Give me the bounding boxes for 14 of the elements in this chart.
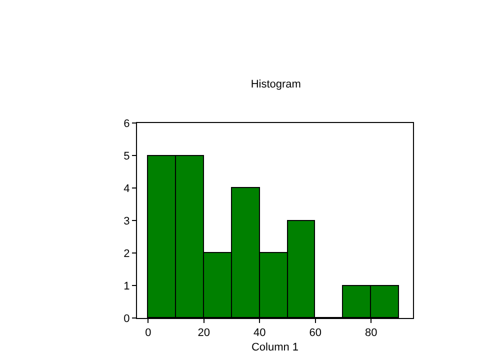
y-tick-label: 6 xyxy=(124,118,130,130)
chart-title: Histogram xyxy=(250,78,301,90)
x-tick-label: 40 xyxy=(254,327,266,340)
x-tick-label: 0 xyxy=(145,327,152,340)
y-tick-label: 1 xyxy=(124,280,130,292)
y-tick-label: 0 xyxy=(124,312,130,325)
y-tick-label: 3 xyxy=(124,215,130,228)
y-tick-label: 5 xyxy=(124,150,130,162)
x-tick-label: 80 xyxy=(365,327,378,340)
x-axis-title: Column 1 xyxy=(251,341,299,354)
x-tick-label: 20 xyxy=(198,327,210,340)
x-tick-label: 60 xyxy=(309,327,322,340)
y-tick-label: 2 xyxy=(124,248,130,260)
y-tick-label: 4 xyxy=(124,182,130,195)
